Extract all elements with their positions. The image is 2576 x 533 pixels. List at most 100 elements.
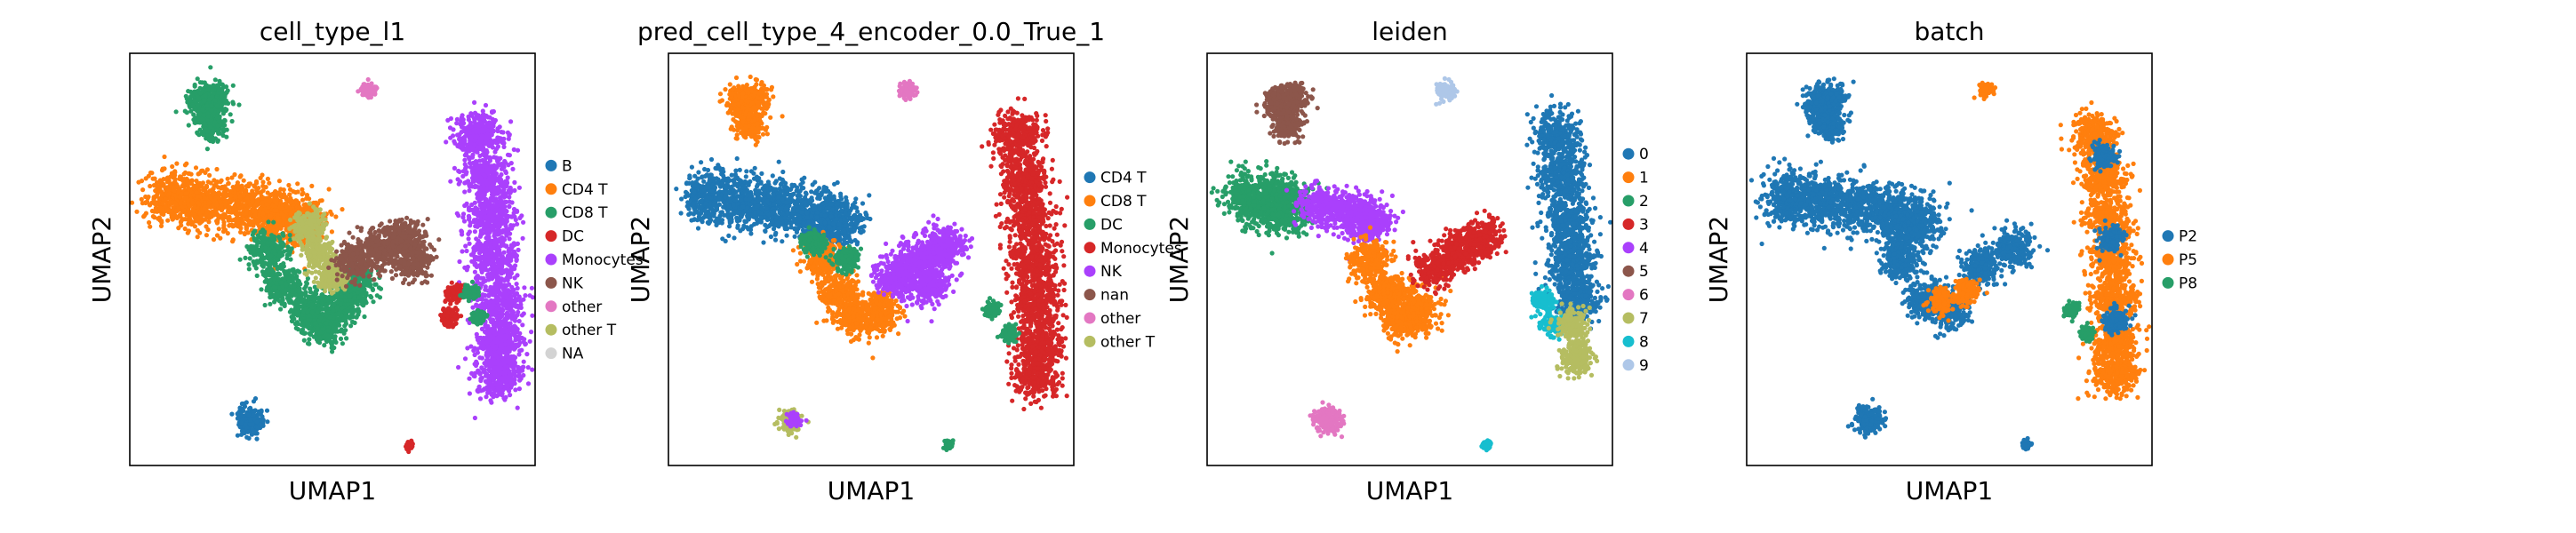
scatter-point xyxy=(223,118,228,123)
scatter-point xyxy=(227,181,231,186)
scatter-point xyxy=(367,230,372,235)
scatter-point xyxy=(230,239,235,243)
scatter-point xyxy=(247,181,252,186)
scatter-point xyxy=(259,230,263,235)
scatter-point xyxy=(197,112,202,116)
scatter-point xyxy=(335,299,340,304)
scatter-point xyxy=(228,223,232,227)
scatter-point xyxy=(342,260,347,265)
scatter-point xyxy=(309,302,314,306)
scatter-point xyxy=(253,238,258,243)
scatter-point xyxy=(177,206,181,211)
scatter-point xyxy=(202,121,206,125)
scatter-point xyxy=(255,274,260,278)
scatter-point xyxy=(348,264,352,268)
scatter-point xyxy=(238,195,243,199)
scatter-point xyxy=(226,231,230,235)
scatter-point xyxy=(168,200,172,204)
scatter-point xyxy=(307,337,311,341)
scatter-point xyxy=(178,214,182,219)
scatter-point xyxy=(351,235,356,240)
scatter-point xyxy=(315,225,319,229)
scatter-point xyxy=(262,195,267,200)
scatter-point xyxy=(333,214,338,219)
scatter-point xyxy=(175,184,180,188)
scatter-point xyxy=(174,162,179,166)
scatter-point xyxy=(184,94,188,99)
scatter-point xyxy=(362,314,366,319)
scatter-point xyxy=(239,187,244,191)
scatter-point xyxy=(344,322,348,326)
scatter-point xyxy=(308,202,312,206)
scatter-point xyxy=(214,219,219,223)
scatter-point xyxy=(231,207,236,211)
scatter-point xyxy=(377,228,381,233)
scatter-point xyxy=(198,91,203,95)
scatter-point xyxy=(300,327,305,331)
scatter-point xyxy=(279,266,284,271)
scatter-point xyxy=(340,278,345,282)
scatter-point xyxy=(371,299,375,304)
scatter-point xyxy=(366,77,371,82)
scatter-point xyxy=(172,188,177,193)
scatter-point xyxy=(205,167,210,171)
scatter-point xyxy=(294,274,299,278)
scatter-point xyxy=(207,173,212,178)
scatter-point xyxy=(267,247,271,251)
scatter-point xyxy=(299,234,303,238)
scatter-point xyxy=(342,269,347,274)
scatter-point xyxy=(308,314,312,318)
scatter-point xyxy=(232,172,236,177)
scatter-point xyxy=(177,187,181,192)
scatter-point xyxy=(352,287,356,291)
scatter-point xyxy=(328,210,332,214)
scatter-point xyxy=(238,258,243,262)
scatter-point xyxy=(236,180,240,185)
scatter-point xyxy=(209,124,213,129)
scatter-point xyxy=(274,229,278,234)
scatter-point xyxy=(320,283,324,288)
scatter-point xyxy=(333,263,338,267)
scatter-point xyxy=(242,179,246,183)
scatter-point xyxy=(280,241,284,245)
scatter-point xyxy=(307,269,311,274)
scatter-point xyxy=(367,90,372,94)
scatter-point xyxy=(213,195,218,200)
scatter-point xyxy=(173,177,178,181)
scatter-point xyxy=(251,223,255,227)
scatter-point xyxy=(206,219,211,224)
scatter-point xyxy=(302,286,307,290)
scatter-point xyxy=(217,227,221,231)
scatter-point xyxy=(268,214,273,219)
scatter-point xyxy=(371,288,375,292)
scatter-point xyxy=(265,241,269,245)
scatter-point xyxy=(205,104,210,108)
scatter-point xyxy=(268,278,273,282)
scatter-point xyxy=(187,123,191,127)
scatter-point xyxy=(332,346,336,350)
scatter-point xyxy=(284,269,289,274)
scatter-point xyxy=(368,250,372,254)
scatter-point xyxy=(341,265,346,269)
scatter-point xyxy=(229,218,234,222)
scatter-point xyxy=(353,282,357,287)
scatter-point xyxy=(198,128,203,132)
scatter-point xyxy=(314,275,318,280)
scatter-point xyxy=(436,237,441,242)
scatter-point xyxy=(247,266,252,271)
scatter-point xyxy=(359,270,364,274)
scatter-point xyxy=(340,329,345,333)
scatter-point xyxy=(207,138,212,142)
scatter-point xyxy=(335,277,340,282)
scatter-point xyxy=(212,191,217,195)
scatter-point xyxy=(191,209,196,213)
scatter-point xyxy=(316,326,320,330)
scatter-point xyxy=(170,164,174,169)
scatter-point xyxy=(244,217,248,221)
scatter-point xyxy=(260,253,264,258)
scatter-point xyxy=(339,337,343,341)
scatter-point xyxy=(309,222,314,227)
scatter-point xyxy=(189,179,194,183)
scatter-point xyxy=(263,280,268,284)
scatter-point xyxy=(152,210,156,214)
